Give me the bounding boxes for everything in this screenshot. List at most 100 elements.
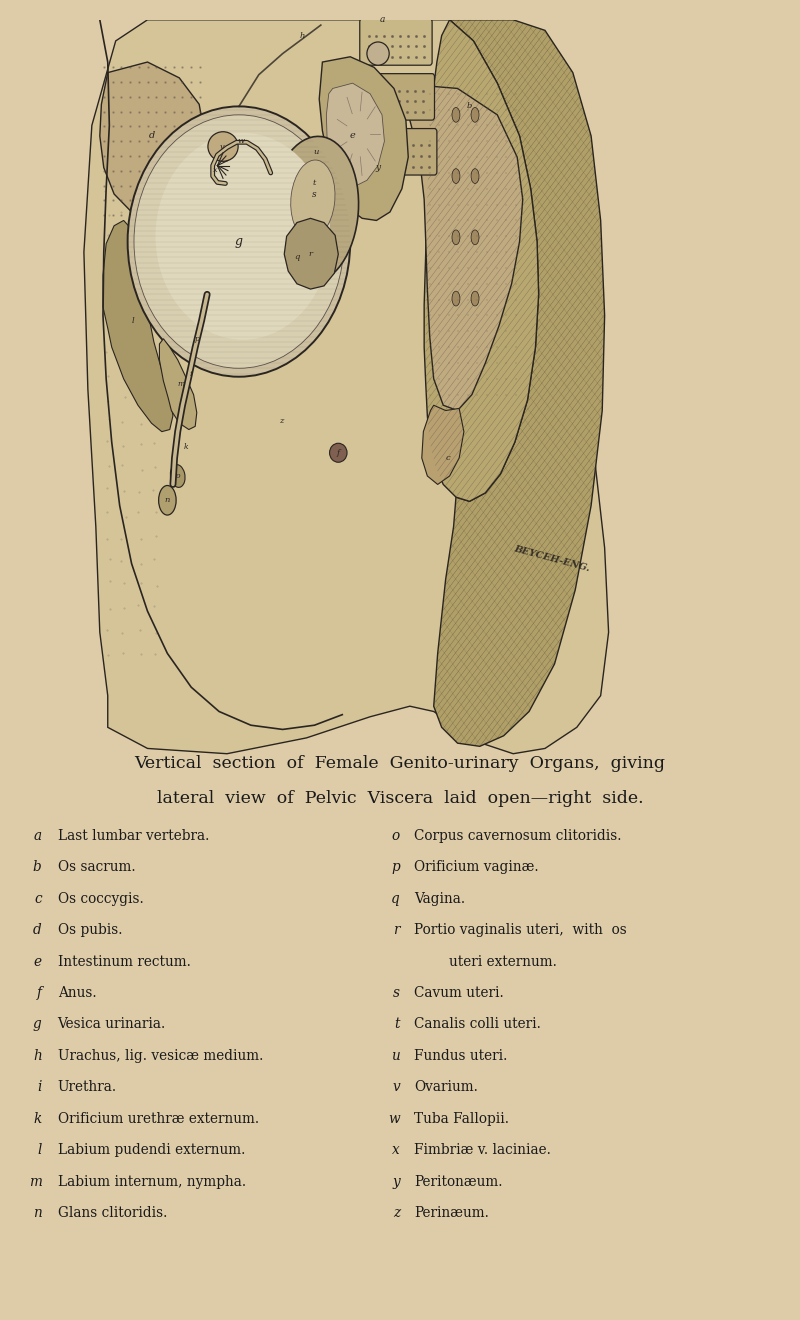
Text: a: a <box>379 15 385 24</box>
Text: w: w <box>238 137 245 145</box>
Text: p: p <box>391 861 400 874</box>
Text: Labium pudendi externum.: Labium pudendi externum. <box>58 1143 245 1158</box>
FancyBboxPatch shape <box>373 128 437 176</box>
Text: Perinæum.: Perinæum. <box>414 1206 490 1220</box>
Polygon shape <box>265 213 340 300</box>
Text: b: b <box>33 861 42 874</box>
Ellipse shape <box>170 465 185 487</box>
Polygon shape <box>100 62 205 220</box>
Text: Portio vaginalis uteri,  with  os: Portio vaginalis uteri, with os <box>414 923 627 937</box>
Text: uteri externum.: uteri externum. <box>414 954 558 969</box>
Text: Corpus cavernosum clitoridis.: Corpus cavernosum clitoridis. <box>414 829 622 843</box>
Text: q: q <box>391 892 400 906</box>
Text: v: v <box>392 1080 400 1094</box>
Text: t: t <box>394 1018 400 1031</box>
Text: Labium internum, nympha.: Labium internum, nympha. <box>58 1175 246 1188</box>
Text: l: l <box>132 317 134 325</box>
Polygon shape <box>434 20 605 746</box>
Text: Last lumbar vertebra.: Last lumbar vertebra. <box>58 829 209 843</box>
Text: n: n <box>165 496 170 504</box>
Text: g: g <box>235 235 243 248</box>
Polygon shape <box>284 218 338 289</box>
Text: y: y <box>392 1175 400 1188</box>
Ellipse shape <box>128 107 350 376</box>
Polygon shape <box>422 405 464 484</box>
Text: t: t <box>313 180 316 187</box>
Text: u: u <box>391 1049 400 1063</box>
Ellipse shape <box>471 169 479 183</box>
Text: Fimbriæ v. laciniae.: Fimbriæ v. laciniae. <box>414 1143 551 1158</box>
Text: i: i <box>190 370 193 378</box>
Polygon shape <box>319 57 408 220</box>
Text: r: r <box>309 251 313 259</box>
Polygon shape <box>103 220 173 432</box>
Text: Peritonæum.: Peritonæum. <box>414 1175 503 1188</box>
Text: Orificium urethræ externum.: Orificium urethræ externum. <box>58 1111 258 1126</box>
Text: f: f <box>37 986 42 1001</box>
Text: b: b <box>466 103 472 111</box>
Text: o: o <box>392 829 400 843</box>
Polygon shape <box>326 83 385 186</box>
Text: Cavum uteri.: Cavum uteri. <box>414 986 504 1001</box>
Text: h: h <box>33 1049 42 1063</box>
Text: BEYCEH-ENG.: BEYCEH-ENG. <box>514 544 591 573</box>
Text: Anus.: Anus. <box>58 986 96 1001</box>
Text: d: d <box>33 923 42 937</box>
Text: c: c <box>34 892 42 906</box>
Text: k: k <box>34 1111 42 1126</box>
Ellipse shape <box>452 107 460 123</box>
Text: Ovarium.: Ovarium. <box>414 1080 478 1094</box>
Ellipse shape <box>452 169 460 183</box>
Text: Os sacrum.: Os sacrum. <box>58 861 135 874</box>
Text: h: h <box>300 32 306 40</box>
Text: i: i <box>38 1080 42 1094</box>
Ellipse shape <box>452 292 460 306</box>
Text: Urethra.: Urethra. <box>58 1080 117 1094</box>
Ellipse shape <box>471 230 479 244</box>
Text: m: m <box>29 1175 42 1188</box>
Text: p: p <box>194 335 199 343</box>
Text: s: s <box>312 190 317 198</box>
FancyBboxPatch shape <box>366 74 434 120</box>
Text: x: x <box>392 1143 400 1158</box>
Ellipse shape <box>208 132 238 161</box>
Text: s: s <box>393 986 400 1001</box>
Text: r: r <box>394 923 400 937</box>
Text: q: q <box>294 253 300 261</box>
Text: d: d <box>148 132 154 140</box>
Polygon shape <box>394 83 522 411</box>
Ellipse shape <box>134 115 344 368</box>
Ellipse shape <box>452 230 460 244</box>
Text: Glans clitoridis.: Glans clitoridis. <box>58 1206 167 1220</box>
Text: Vesica urinaria.: Vesica urinaria. <box>58 1018 166 1031</box>
Text: z: z <box>393 1206 400 1220</box>
Polygon shape <box>159 339 197 429</box>
Text: Fundus uteri.: Fundus uteri. <box>414 1049 508 1063</box>
Ellipse shape <box>471 292 479 306</box>
Ellipse shape <box>290 160 335 239</box>
Text: x: x <box>213 166 218 174</box>
Text: o: o <box>175 473 180 480</box>
Text: lateral  view  of  Pelvic  Viscera  laid  open—right  side.: lateral view of Pelvic Viscera laid open… <box>157 789 643 807</box>
Polygon shape <box>424 20 538 502</box>
Text: n: n <box>33 1206 42 1220</box>
Text: a: a <box>34 829 42 843</box>
Text: e: e <box>34 954 42 969</box>
Text: Os pubis.: Os pubis. <box>58 923 122 937</box>
Text: l: l <box>38 1143 42 1158</box>
Text: z: z <box>279 417 283 425</box>
Text: e: e <box>350 132 355 140</box>
Text: Vertical  section  of  Female  Genito-urinary  Organs,  giving: Vertical section of Female Genito-urinar… <box>134 755 666 772</box>
Text: Tuba Fallopii.: Tuba Fallopii. <box>414 1111 510 1126</box>
Text: g: g <box>33 1018 42 1031</box>
Text: Vagina.: Vagina. <box>414 892 466 906</box>
Text: f: f <box>337 449 340 457</box>
Text: u: u <box>314 148 318 156</box>
Text: v: v <box>220 143 225 150</box>
Polygon shape <box>84 20 609 754</box>
Ellipse shape <box>367 42 389 65</box>
Text: c: c <box>446 454 450 462</box>
FancyBboxPatch shape <box>360 18 432 65</box>
Text: Os coccygis.: Os coccygis. <box>58 892 143 906</box>
Text: Urachus, lig. vesicæ medium.: Urachus, lig. vesicæ medium. <box>58 1049 263 1063</box>
